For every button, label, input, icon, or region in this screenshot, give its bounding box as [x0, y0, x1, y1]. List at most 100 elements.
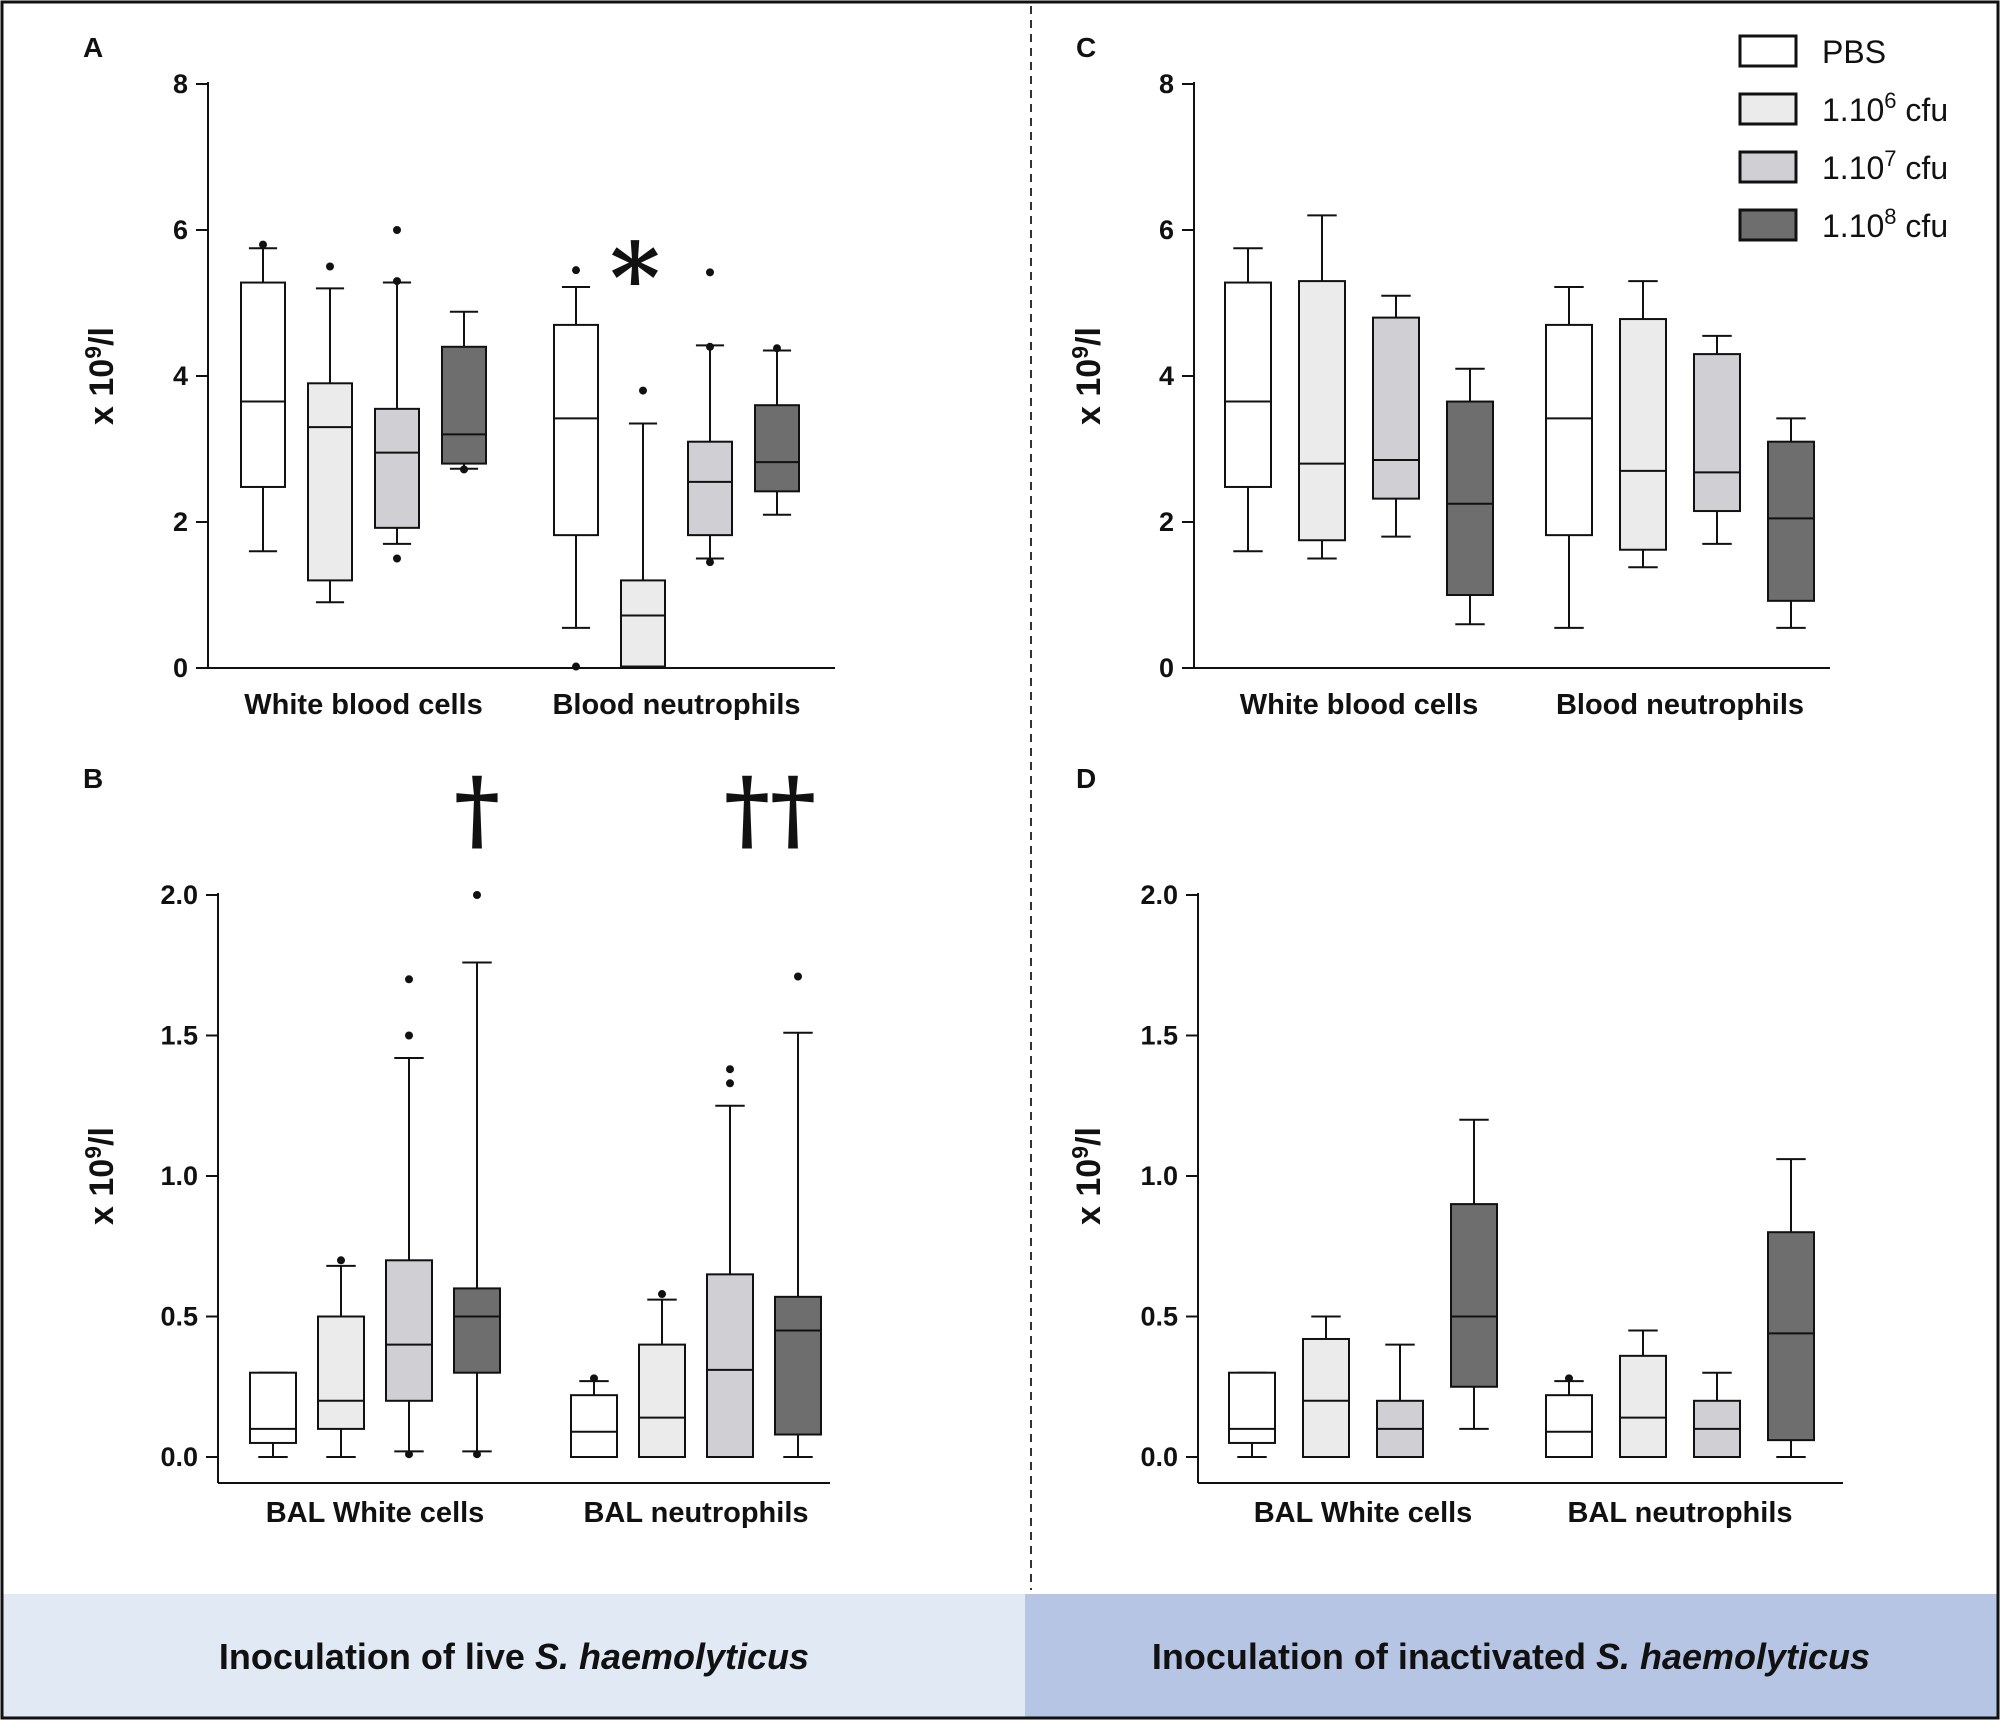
box-white-blood-cells-3	[1372, 294, 1420, 538]
legend-swatch	[1738, 150, 1798, 184]
outlier-point	[706, 268, 714, 277]
y-tick-label: 6	[173, 215, 188, 245]
box-iqr	[620, 579, 666, 668]
box-blood-neutrophils-3	[1693, 334, 1741, 545]
box-iqr	[1767, 1231, 1815, 1442]
box-bal-neutrophils-1	[570, 1374, 618, 1459]
y-tick-label: 0.5	[1140, 1302, 1178, 1332]
panel-c-ylabel: x 109/l	[1067, 327, 1108, 425]
box-bal-white-cells-4	[1450, 1118, 1498, 1430]
box-iqr	[1372, 316, 1420, 500]
box-bal-white-cells-3	[1376, 1343, 1424, 1459]
legend-swatch	[1738, 208, 1798, 242]
box-iqr	[249, 1371, 297, 1444]
box-iqr	[453, 1287, 501, 1374]
box-iqr	[1298, 280, 1346, 542]
legend-label: 1.107 cfu	[1822, 146, 1948, 186]
box-bal-white-cells-1	[249, 1371, 297, 1458]
outlier-point	[706, 342, 714, 351]
y-tick-label: 1.0	[1140, 1161, 1178, 1191]
x-category-label: BAL White cells	[266, 1497, 485, 1529]
outlier-point	[405, 975, 413, 984]
box-iqr	[307, 382, 353, 582]
outlier-point	[337, 1256, 345, 1265]
y-tick-label: 6	[1159, 215, 1174, 245]
box-white-blood-cells-2	[1298, 214, 1346, 560]
y-tick-label: 0	[1159, 653, 1174, 683]
footer-left-band	[3, 1594, 1025, 1718]
box-iqr	[754, 404, 800, 493]
box-iqr	[1693, 353, 1741, 513]
box-bal-white-cells-1	[1228, 1371, 1276, 1458]
panel-b-ylabel: x 109/l	[80, 1127, 121, 1225]
outlier-point	[1565, 1374, 1573, 1383]
outlier-point	[726, 1065, 734, 1074]
panel-a-ylabel: x 109/l	[80, 327, 121, 425]
box-bal-neutrophils-2	[1619, 1329, 1667, 1458]
box-bal-neutrophils-4	[1767, 1158, 1815, 1458]
y-tick-label: 2	[1159, 507, 1174, 537]
legend: PBS 1.106 cfu 1.107 cfu 1.108 cfu	[1738, 34, 1948, 244]
x-category-label: Blood neutrophils	[552, 689, 800, 721]
y-tick-label: 0.5	[160, 1302, 198, 1332]
box-white-blood-cells-1	[240, 240, 286, 553]
significance-marker: ††	[724, 757, 816, 861]
box-iqr	[774, 1295, 822, 1436]
box-iqr	[1446, 400, 1494, 596]
box-iqr	[317, 1315, 365, 1430]
outlier-point	[794, 972, 802, 981]
box-blood-neutrophils-2	[620, 386, 666, 668]
outlier-point	[405, 1031, 413, 1040]
x-category-label: BAL White cells	[1254, 1497, 1473, 1529]
outlier-point	[572, 266, 580, 275]
x-category-label: BAL neutrophils	[583, 1497, 808, 1529]
outlier-point	[590, 1374, 598, 1383]
outlier-point	[326, 262, 334, 271]
box-bal-neutrophils-4	[774, 972, 822, 1458]
box-bal-white-cells-2	[1302, 1315, 1350, 1458]
legend-label: PBS	[1822, 34, 1886, 70]
box-bal-neutrophils-3	[1693, 1371, 1741, 1459]
box-iqr	[1767, 440, 1815, 602]
outlier-point	[658, 1290, 666, 1299]
box-iqr	[1224, 281, 1272, 488]
outlier-point	[393, 277, 401, 286]
x-category-label: White blood cells	[1240, 689, 1478, 721]
x-category-label: White blood cells	[244, 689, 482, 721]
footer-right-band	[1025, 1594, 1997, 1718]
box-white-blood-cells-2	[307, 262, 353, 604]
box-iqr	[553, 323, 599, 537]
y-tick-label: 4	[1159, 361, 1174, 391]
box-blood-neutrophils-2	[1619, 280, 1667, 569]
outlier-point	[572, 662, 580, 671]
legend-swatch	[1738, 34, 1798, 68]
outlier-point	[393, 226, 401, 234]
box-white-blood-cells-4	[441, 310, 487, 474]
y-tick-label: 8	[173, 69, 188, 99]
box-white-blood-cells-4	[1446, 367, 1494, 626]
outlier-point	[460, 465, 468, 474]
y-tick-label: 0	[173, 653, 188, 683]
box-white-blood-cells-3	[374, 226, 420, 563]
panel-d-label: D	[1076, 763, 1096, 794]
outlier-point	[726, 1079, 734, 1088]
outlier-point	[473, 891, 481, 899]
box-iqr	[706, 1273, 754, 1458]
outlier-point	[259, 240, 267, 249]
y-tick-label: 0.0	[160, 1442, 198, 1472]
significance-marker: †	[454, 757, 500, 861]
box-iqr	[441, 345, 487, 465]
box-iqr	[1545, 1394, 1593, 1459]
box-iqr	[1302, 1337, 1350, 1458]
y-tick-label: 2.0	[1140, 880, 1178, 910]
outlier-point	[405, 1450, 413, 1459]
outlier-point	[393, 554, 401, 563]
box-iqr	[1450, 1203, 1498, 1388]
outlier-point	[473, 1450, 481, 1459]
box-iqr	[570, 1394, 618, 1459]
box-iqr	[374, 407, 420, 529]
box-bal-neutrophils-2	[638, 1290, 686, 1458]
y-tick-label: 4	[173, 361, 188, 391]
box-bal-white-cells-4	[453, 891, 501, 1459]
